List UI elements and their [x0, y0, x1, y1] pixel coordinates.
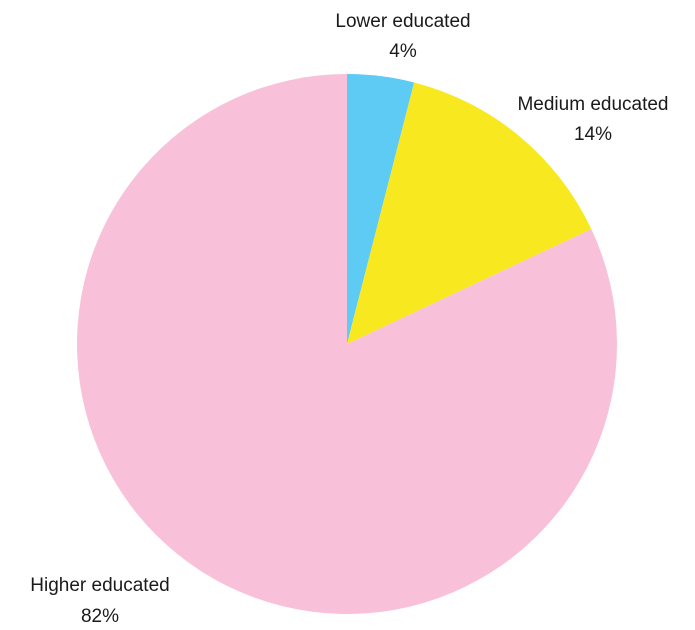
slice-value-lower-educated: 4% — [389, 41, 417, 62]
slice-label-medium-educated: Medium educated — [517, 94, 668, 115]
slice-label-higher-educated: Higher educated — [30, 575, 169, 596]
pie-labels: Lower educated 4% Medium educated 14% Higher… — [30, 11, 668, 627]
pie-slice-lower-educated — [347, 74, 415, 344]
slice-label-lower-educated: Lower educated — [335, 11, 470, 32]
slice-value-higher-educated: 82% — [81, 606, 119, 627]
slice-value-medium-educated: 14% — [574, 124, 612, 145]
pie-slice-higher-educated — [76, 74, 617, 614]
pie-slices — [76, 74, 617, 614]
pie-slice-medium-educated — [347, 82, 592, 344]
